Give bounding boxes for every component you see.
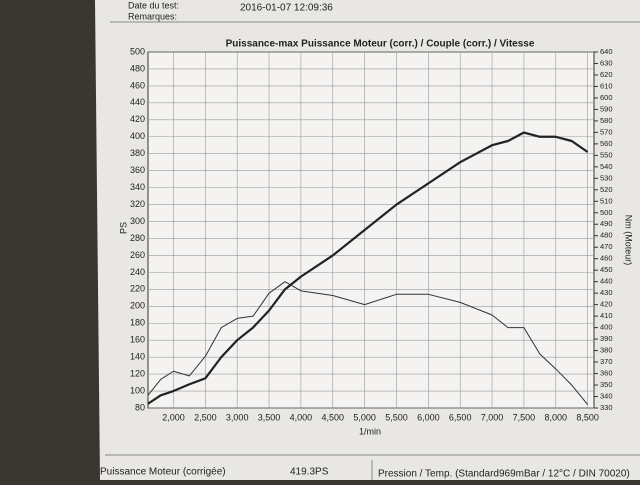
- y2-tick-label: 560: [600, 139, 613, 148]
- y2-tick-label: 570: [600, 127, 613, 136]
- x-tick-label: 4,000: [290, 412, 313, 422]
- y2-tick-label: 640: [600, 47, 613, 56]
- x-tick-label: 2,500: [194, 412, 217, 422]
- x-tick-label: 3,000: [226, 412, 249, 422]
- chart-title: Puissance-max Puissance Moteur (corr.) /…: [226, 39, 535, 50]
- y2-tick-label: 400: [600, 323, 613, 332]
- power-value: 419.3PS: [290, 467, 329, 478]
- x-tick-label: 6,500: [449, 412, 472, 422]
- y2-tick-label: 580: [600, 116, 613, 125]
- series-line: [147, 131, 589, 405]
- y-axis-label: PS: [118, 222, 128, 234]
- date-label: Date du test:: [128, 0, 179, 10]
- y2-axis-label: Nm (Moteur): [624, 215, 634, 266]
- y-tick-label: 160: [130, 335, 145, 345]
- y-tick-label: 180: [130, 318, 145, 328]
- y-tick-label: 420: [130, 114, 145, 124]
- y-tick-label: 500: [130, 46, 145, 56]
- x-tick-label: 3,500: [258, 412, 281, 422]
- date: 2016-01-07 12:09:36: [240, 3, 333, 14]
- y2-tick-label: 330: [600, 403, 613, 412]
- y-tick-label: 480: [130, 63, 145, 73]
- y-tick-label: 440: [130, 97, 145, 107]
- y-tick-label: 460: [130, 80, 145, 90]
- x-tick-label: 6,000: [417, 412, 440, 422]
- x-tick-label: 7,500: [513, 412, 536, 422]
- y2-tick-label: 430: [600, 288, 613, 297]
- y2-tick-label: 550: [600, 150, 613, 159]
- y-tick-label: 300: [130, 216, 145, 226]
- y-tick-label: 400: [130, 131, 145, 141]
- y-tick-label: 260: [130, 250, 145, 260]
- y2-tick-label: 500: [600, 208, 613, 217]
- y2-tick-label: 540: [600, 162, 613, 171]
- y2-tick-label: 420: [600, 300, 613, 309]
- y2-tick-label: 410: [600, 311, 613, 320]
- x-tick-label: 5,500: [385, 412, 408, 422]
- series-line: [147, 281, 589, 405]
- x-tick-label: 8,500: [576, 412, 599, 422]
- y-tick-label: 100: [130, 385, 145, 395]
- x-axis-label: 1/min: [359, 426, 381, 436]
- x-tick-label: 2,000: [162, 412, 185, 422]
- y2-tick-label: 470: [600, 242, 613, 251]
- y2-tick-label: 480: [600, 231, 613, 240]
- y2-tick-label: 530: [600, 173, 613, 182]
- y2-tick-label: 630: [600, 58, 613, 67]
- y-tick-label: 240: [130, 267, 145, 277]
- y2-tick-label: 370: [600, 357, 613, 366]
- y-tick-label: 80: [135, 402, 145, 412]
- y-tick-label: 280: [130, 233, 145, 243]
- power-label: Puissance Moteur (corrigée): [100, 467, 226, 478]
- y-tick-label: 360: [130, 165, 145, 175]
- pressure: Pression / Temp. (Standard969mBar / 12°C…: [378, 469, 630, 480]
- y-tick-label: 380: [130, 148, 145, 158]
- y2-tick-label: 600: [600, 93, 613, 102]
- y-tick-label: 220: [130, 284, 145, 294]
- y2-tick-label: 350: [600, 380, 613, 389]
- x-tick-label: 8,000: [545, 412, 568, 422]
- y2-tick-label: 610: [600, 81, 613, 90]
- y2-tick-label: 490: [600, 219, 613, 228]
- plot-area: [147, 51, 595, 409]
- y2-tick-label: 360: [600, 369, 613, 378]
- y-tick-label: 200: [130, 301, 145, 311]
- remarks-label: Remarques:: [128, 11, 177, 21]
- y2-tick-label: 390: [600, 334, 613, 343]
- y2-tick-label: 460: [600, 254, 613, 263]
- y-tick-label: 320: [130, 199, 145, 209]
- y-tick-label: 120: [130, 368, 145, 378]
- x-tick-label: 5,000: [353, 412, 376, 422]
- y2-tick-label: 380: [600, 346, 613, 355]
- x-tick-label: 4,500: [322, 412, 345, 422]
- y2-tick-label: 510: [600, 196, 613, 205]
- y-tick-label: 140: [130, 352, 145, 362]
- y-tick-label: 340: [130, 182, 145, 192]
- x-tick-label: 7,000: [481, 412, 504, 422]
- y2-tick-label: 340: [600, 392, 613, 401]
- y2-tick-label: 620: [600, 70, 613, 79]
- y2-tick-label: 450: [600, 265, 613, 274]
- y2-tick-label: 520: [600, 185, 613, 194]
- y2-tick-label: 440: [600, 277, 613, 286]
- y2-tick-label: 590: [600, 104, 613, 113]
